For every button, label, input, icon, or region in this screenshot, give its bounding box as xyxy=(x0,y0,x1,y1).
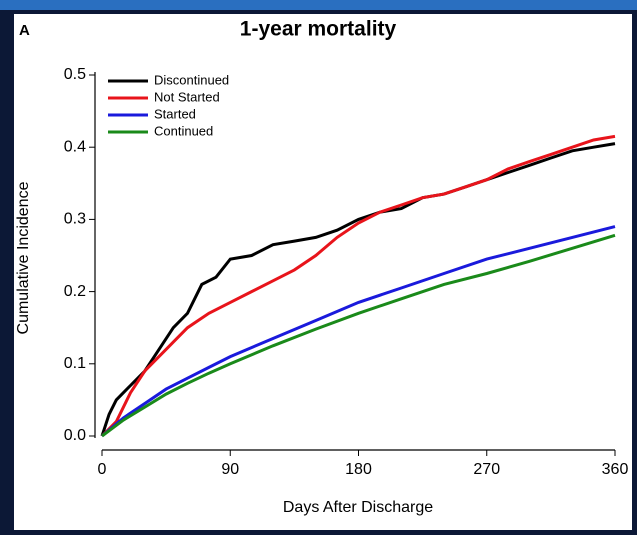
series-line xyxy=(101,233,616,438)
y-tick-label: 0.3 xyxy=(64,211,86,228)
y-axis-label: Cumulative Incidence xyxy=(15,181,32,334)
chart-title: 1-year mortality xyxy=(240,18,397,41)
x-tick-label: 0 xyxy=(98,461,107,478)
y-tick-label: 0.0 xyxy=(64,427,86,444)
legend-label: Discontinued xyxy=(154,72,229,87)
top-stripe xyxy=(0,0,637,10)
y-tick-label: 0.2 xyxy=(64,283,86,300)
x-tick-label: 90 xyxy=(221,461,239,478)
y-tick-label: 0.5 xyxy=(64,66,86,83)
x-tick-label: 270 xyxy=(473,461,500,478)
y-tick-label: 0.1 xyxy=(64,355,86,372)
series-line xyxy=(101,225,616,438)
y-tick-label: 0.4 xyxy=(64,138,86,155)
series-line xyxy=(100,142,616,437)
panel-label: A xyxy=(19,22,30,39)
panel xyxy=(14,14,632,530)
legend-label: Continued xyxy=(154,123,213,138)
x-tick-label: 360 xyxy=(602,461,629,478)
x-tick-label: 180 xyxy=(345,461,372,478)
series-line xyxy=(100,134,616,438)
legend-label: Not Started xyxy=(154,89,220,104)
x-axis-label: Days After Discharge xyxy=(283,499,433,516)
legend-label: Started xyxy=(154,106,196,121)
